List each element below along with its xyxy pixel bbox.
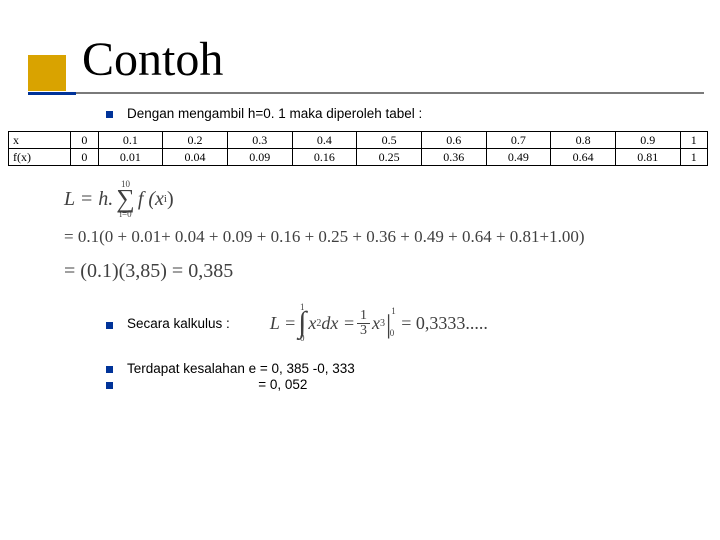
eval-upper: 1 <box>391 306 396 316</box>
bullet-icon <box>106 322 113 329</box>
cell: 0.6 <box>421 132 486 149</box>
eq-text: dx = <box>321 313 355 334</box>
bullet-icon <box>106 111 113 118</box>
bullet-text: = 0, 052 <box>127 377 307 392</box>
slide-body: Dengan mengambil h=0. 1 maka diperoleh t… <box>0 100 720 402</box>
numerator: 1 <box>357 309 370 323</box>
equation-line: L = h. 10 ∑ i=0 f (xi) <box>64 180 720 218</box>
integral-icon: 1 ∫ 0 <box>298 304 306 343</box>
eq-text: L = <box>270 313 296 334</box>
calculus-equation: L = 1 ∫ 0 x2 dx = 1 3 x3 |10 = 0,3333...… <box>270 304 488 343</box>
table-row: x 0 0.1 0.2 0.3 0.4 0.5 0.6 0.7 0.8 0.9 … <box>9 132 708 149</box>
cell: 0.81 <box>615 149 680 166</box>
cell: 0.5 <box>357 132 422 149</box>
cell: 0.7 <box>486 132 551 149</box>
cell: 0 <box>71 149 98 166</box>
slide-header: Contoh <box>0 0 720 95</box>
fraction: 1 3 <box>357 309 370 338</box>
table-row: f(x) 0 0.01 0.04 0.09 0.16 0.25 0.36 0.4… <box>9 149 708 166</box>
bullet-text: Dengan mengambil h=0. 1 maka diperoleh t… <box>127 106 422 121</box>
cell: 0.25 <box>357 149 422 166</box>
row-header: x <box>9 132 71 149</box>
bullet-text: Secara kalkulus : <box>127 316 230 331</box>
cell: 0.36 <box>421 149 486 166</box>
cell: 0.1 <box>98 132 163 149</box>
equation-block: L = h. 10 ∑ i=0 f (xi) = 0.1(0 + 0.01+ 0… <box>64 180 720 286</box>
eq-text: f (x <box>138 184 164 214</box>
data-table: x 0 0.1 0.2 0.3 0.4 0.5 0.6 0.7 0.8 0.9 … <box>8 131 708 166</box>
sigma-icon: 10 ∑ i=0 <box>116 180 135 218</box>
bullet-icon <box>106 366 113 373</box>
bullet-item: Secara kalkulus : L = 1 ∫ 0 x2 dx = 1 3 … <box>106 304 720 343</box>
title-rule <box>28 92 704 94</box>
bullet-text: Terdapat kesalahan e = 0, 385 -0, 333 <box>127 361 355 376</box>
cell: 1 <box>680 149 707 166</box>
bullet-item: Terdapat kesalahan e = 0, 385 -0, 333 <box>106 361 720 376</box>
cell: 0.8 <box>551 132 616 149</box>
int-lower: 0 <box>300 335 305 343</box>
equation-line: = 0.1(0 + 0.01+ 0.04 + 0.09 + 0.16 + 0.2… <box>64 224 720 250</box>
eval-lower: 0 <box>390 328 395 338</box>
denominator: 3 <box>357 324 370 338</box>
sum-symbol: ∑ <box>116 188 135 210</box>
cell: 0.4 <box>292 132 357 149</box>
equation-line: = (0.1)(3,85) = 0,385 <box>64 256 720 286</box>
cell: 1 <box>680 132 707 149</box>
eq-text: x <box>308 313 316 334</box>
cell: 0.2 <box>163 132 228 149</box>
cell: 0.09 <box>227 149 292 166</box>
eq-text: ) <box>167 184 174 214</box>
bullet-icon <box>106 382 113 389</box>
cell: 0 <box>71 132 98 149</box>
eq-text: L = h. <box>64 184 113 214</box>
accent-square <box>28 55 66 91</box>
row-header: f(x) <box>9 149 71 166</box>
eq-text: x <box>372 313 380 334</box>
int-symbol: ∫ <box>298 311 306 335</box>
cell: 0.49 <box>486 149 551 166</box>
cell: 0.3 <box>227 132 292 149</box>
title-rule-accent <box>28 92 76 95</box>
eq-text: = 0,3333..... <box>401 313 488 334</box>
bullet-item: = 0, 052 <box>106 377 720 392</box>
cell: 0.04 <box>163 149 228 166</box>
superscript: 3 <box>380 318 385 329</box>
bullet-item: Dengan mengambil h=0. 1 maka diperoleh t… <box>106 106 720 121</box>
cell: 0.64 <box>551 149 616 166</box>
cell: 0.16 <box>292 149 357 166</box>
cell: 0.9 <box>615 132 680 149</box>
cell: 0.01 <box>98 149 163 166</box>
sum-lower: i=0 <box>120 210 132 218</box>
slide-title: Contoh <box>82 32 223 87</box>
